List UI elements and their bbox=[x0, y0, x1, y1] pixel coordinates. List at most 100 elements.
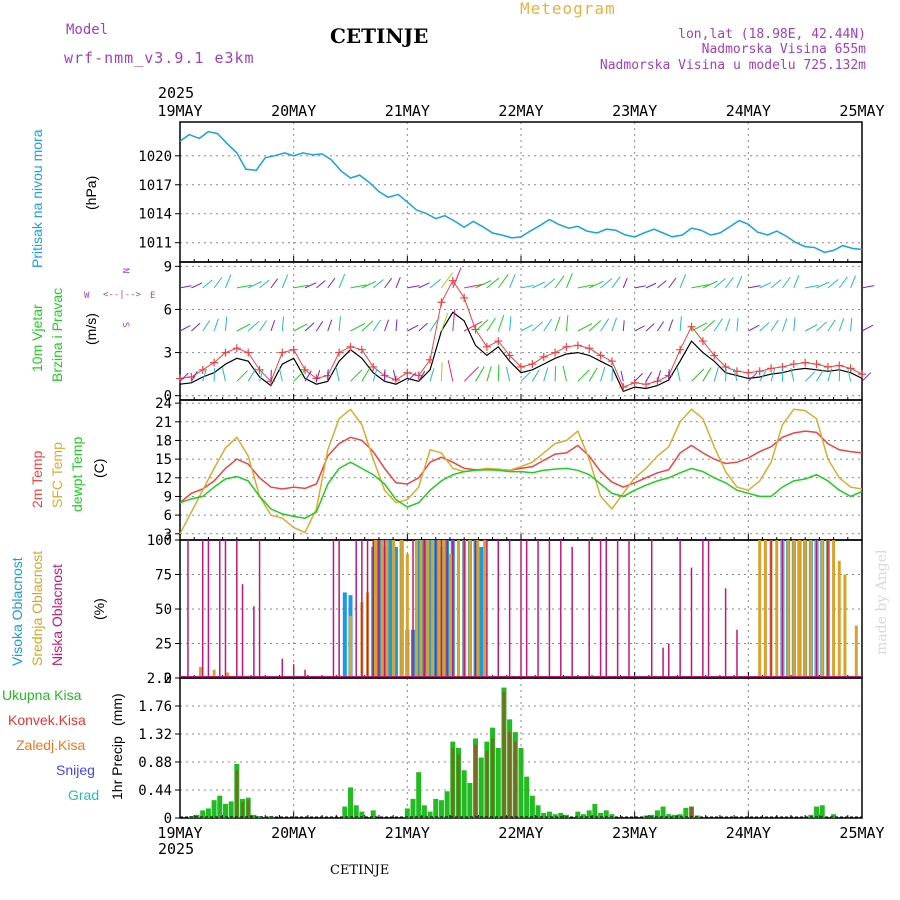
low-cloud-bar bbox=[446, 540, 448, 678]
wind-arrow bbox=[861, 324, 874, 332]
gust-marker bbox=[812, 360, 821, 369]
y-tick-label: 1017 bbox=[138, 178, 172, 194]
y-tick-label: 6 bbox=[164, 508, 172, 524]
wind-arrow bbox=[782, 276, 791, 289]
gust-marker bbox=[607, 357, 616, 366]
station-title: CETINJE bbox=[330, 24, 428, 48]
wind-arrow bbox=[281, 274, 289, 289]
gust-marker bbox=[482, 342, 491, 351]
total-precip-bar bbox=[404, 808, 410, 818]
gust-marker bbox=[710, 351, 719, 360]
y-tick-label: 0 bbox=[164, 811, 172, 827]
gust-marker bbox=[789, 360, 798, 369]
low-cloud-bar bbox=[435, 540, 437, 678]
wind-arrow bbox=[770, 279, 782, 289]
total-precip-bar bbox=[592, 804, 598, 818]
wind-arrow bbox=[804, 324, 818, 332]
wind-arrow bbox=[668, 277, 677, 289]
wind-arrow bbox=[804, 371, 816, 382]
low-cloud-bar bbox=[292, 664, 295, 678]
low-cloud-bar bbox=[224, 540, 227, 678]
gust-marker bbox=[403, 368, 412, 377]
low-cloud-bar bbox=[423, 540, 426, 678]
y-tick-label: 1.76 bbox=[138, 699, 172, 715]
wind-arrow bbox=[759, 322, 770, 332]
top-tick-label: 19MAY bbox=[157, 102, 202, 120]
total-precip-bar bbox=[671, 814, 677, 818]
wind-arrow bbox=[335, 366, 340, 382]
wind-arrow bbox=[861, 372, 872, 382]
wind-arrow bbox=[179, 285, 192, 289]
wind-arrow bbox=[679, 316, 682, 332]
temp-ylabel-1: 2m Temp bbox=[29, 450, 45, 508]
wind-arrow bbox=[440, 312, 449, 332]
gust-marker bbox=[698, 337, 707, 346]
low-cloud-bar bbox=[338, 540, 340, 678]
wind-arrow bbox=[418, 322, 428, 332]
temp-ylabel-2: SFC Temp bbox=[49, 442, 65, 508]
temp-unit: (C) bbox=[91, 459, 107, 478]
wind-arrow bbox=[247, 368, 257, 382]
wind-arrow bbox=[838, 317, 845, 332]
cloud-ylabel-1: Visoka Oblacnost bbox=[9, 557, 25, 666]
gust-marker bbox=[585, 344, 594, 353]
wind-arrow bbox=[611, 276, 621, 289]
wind-arrow bbox=[520, 371, 531, 382]
wind-arrow bbox=[486, 317, 496, 332]
year-top: 2025 bbox=[158, 84, 194, 102]
wind-arrow bbox=[531, 369, 540, 382]
wind-arrow bbox=[520, 284, 535, 289]
wind-arrow bbox=[861, 285, 875, 289]
high-cloud-bar bbox=[393, 546, 398, 678]
low-cloud-bar bbox=[628, 540, 630, 678]
low-cloud-bar bbox=[702, 540, 704, 678]
conv-precip-bar bbox=[485, 751, 489, 818]
wind-arrow bbox=[565, 315, 569, 332]
low-cloud-bar bbox=[560, 540, 562, 678]
wind-arrow bbox=[634, 373, 643, 382]
wind-ylabel-2: Brzina i Pravac bbox=[49, 288, 65, 382]
wind-arrow bbox=[350, 369, 363, 382]
wind-arrow bbox=[278, 367, 283, 382]
low-cloud-bar bbox=[486, 540, 488, 678]
wind-arrow bbox=[304, 370, 312, 382]
wind-arrow bbox=[447, 360, 454, 382]
pressure-ylabel: Pritisak na nivou mora bbox=[29, 129, 45, 268]
low-cloud-bar bbox=[355, 540, 357, 678]
low-cloud-bar bbox=[452, 540, 454, 678]
low-cloud-bar bbox=[258, 540, 261, 678]
y-tick-label: 0.88 bbox=[138, 755, 172, 771]
wind-arrow bbox=[645, 323, 655, 332]
mid-cloud-bar bbox=[797, 540, 801, 678]
y-tick-label: 18 bbox=[155, 433, 172, 449]
wind-arrow bbox=[221, 367, 226, 382]
low-cloud-bar bbox=[690, 567, 693, 678]
low-cloud-bar bbox=[253, 606, 255, 678]
mid-cloud-bar bbox=[430, 540, 434, 678]
mid-cloud-bar bbox=[786, 540, 790, 678]
total-precip-bar bbox=[552, 814, 558, 818]
total-precip-bar bbox=[194, 814, 200, 818]
wind-arrow bbox=[759, 282, 772, 289]
sfc-temp-line bbox=[179, 408, 863, 535]
total-precip-bar bbox=[410, 798, 416, 818]
conv-precip-bar bbox=[513, 741, 517, 818]
wind-arrow bbox=[475, 366, 485, 382]
mid-cloud-bar bbox=[414, 540, 418, 678]
wind-arrow bbox=[463, 366, 479, 382]
low-cloud-bar bbox=[770, 540, 772, 678]
y-tick-label: 0 bbox=[164, 671, 172, 687]
gust-marker bbox=[198, 365, 207, 374]
cloud-ylabel-3: Niska Oblacnost bbox=[49, 564, 65, 666]
y-tick-label: 2.2 bbox=[147, 671, 172, 687]
wind-arrow bbox=[543, 367, 549, 382]
gust-marker bbox=[517, 362, 525, 371]
top-tick-label: 22MAY bbox=[498, 102, 543, 120]
lonlat-info: lon,lat (18.98E, 42.44N) bbox=[678, 27, 866, 42]
low-cloud-bar bbox=[383, 540, 386, 678]
wind-arrow bbox=[702, 319, 716, 332]
low-cloud-bar bbox=[187, 540, 189, 678]
wind-arrow bbox=[327, 319, 333, 332]
wind-arrow bbox=[600, 366, 606, 382]
conv-precip-bar bbox=[235, 770, 239, 818]
